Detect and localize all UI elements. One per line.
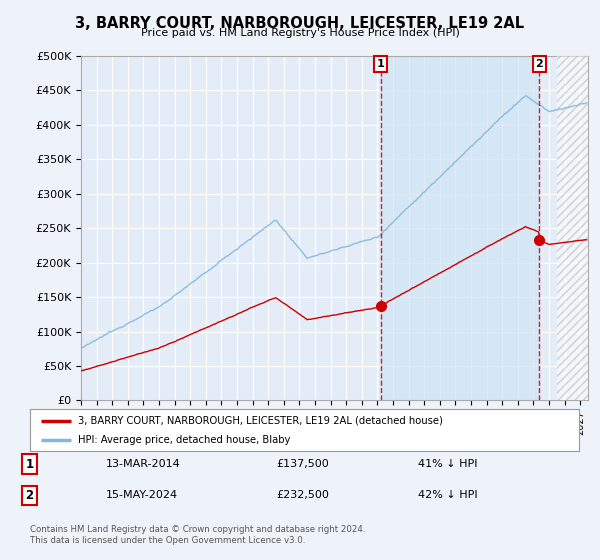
Text: Price paid vs. HM Land Registry's House Price Index (HPI): Price paid vs. HM Land Registry's House … xyxy=(140,28,460,38)
Text: £232,500: £232,500 xyxy=(277,491,329,501)
Text: 41% ↓ HPI: 41% ↓ HPI xyxy=(418,459,477,469)
Text: 15-MAY-2024: 15-MAY-2024 xyxy=(106,491,178,501)
Text: Contains HM Land Registry data © Crown copyright and database right 2024.
This d: Contains HM Land Registry data © Crown c… xyxy=(30,525,365,545)
Text: 13-MAR-2014: 13-MAR-2014 xyxy=(106,459,181,469)
Text: 2: 2 xyxy=(535,59,543,69)
Text: 1: 1 xyxy=(25,458,34,470)
Text: 3, BARRY COURT, NARBOROUGH, LEICESTER, LE19 2AL: 3, BARRY COURT, NARBOROUGH, LEICESTER, L… xyxy=(76,16,524,31)
Text: 1: 1 xyxy=(377,59,385,69)
Text: 42% ↓ HPI: 42% ↓ HPI xyxy=(418,491,477,501)
Text: 2: 2 xyxy=(25,489,34,502)
Text: 3, BARRY COURT, NARBOROUGH, LEICESTER, LE19 2AL (detached house): 3, BARRY COURT, NARBOROUGH, LEICESTER, L… xyxy=(79,416,443,426)
Text: HPI: Average price, detached house, Blaby: HPI: Average price, detached house, Blab… xyxy=(79,435,290,445)
Text: £137,500: £137,500 xyxy=(277,459,329,469)
Bar xyxy=(557,56,588,400)
